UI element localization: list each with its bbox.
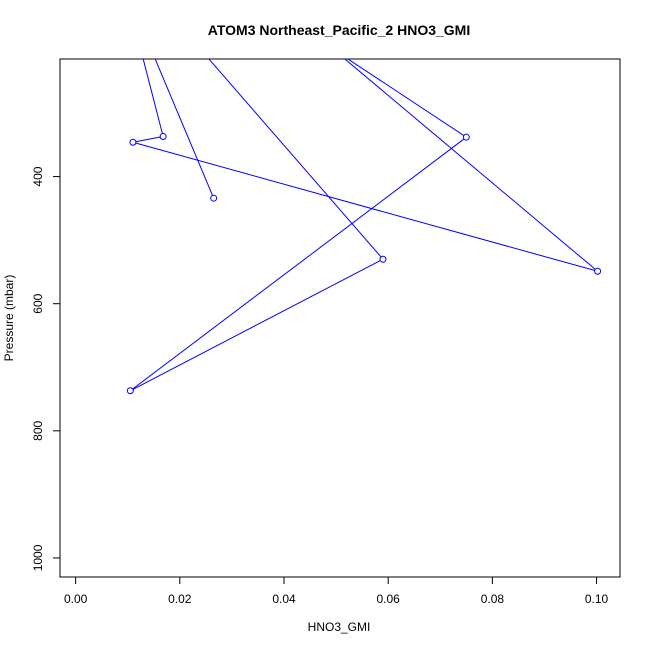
x-tick-label: 0.00: [64, 592, 88, 606]
series-markers: [126, 133, 602, 395]
data-point: [210, 194, 218, 202]
series-segment: [130, 136, 467, 392]
series-line: [130, 59, 598, 392]
y-axis: 400 600 800 1000: [31, 166, 61, 571]
x-tick-label: 0.10: [585, 592, 609, 606]
series-segment: [132, 141, 598, 272]
data-point: [126, 387, 134, 395]
x-tick-label: 0.04: [272, 592, 296, 606]
y-axis-label: Pressure (mbar): [2, 275, 16, 362]
x-axis: 0.00 0.02 0.04 0.06 0.08 0.10: [64, 576, 609, 606]
data-point: [594, 267, 602, 275]
data-point: [379, 255, 387, 263]
y-tick-label: 400: [31, 166, 45, 186]
series-segment: [142, 59, 164, 137]
data-point: [129, 138, 137, 146]
x-tick-label: 0.02: [168, 592, 192, 606]
x-tick-label: 0.06: [377, 592, 401, 606]
series-segment: [344, 59, 598, 272]
y-tick-label: 1000: [31, 544, 45, 571]
series-segment: [208, 59, 384, 260]
y-tick-label: 800: [31, 420, 45, 440]
y-tick-label: 600: [31, 293, 45, 313]
x-axis-label: HNO3_GMI: [308, 620, 371, 634]
x-tick-label: 0.08: [481, 592, 505, 606]
series-segment: [130, 258, 384, 392]
data-point: [462, 133, 470, 141]
series-segment: [347, 59, 467, 138]
plot-frame: [59, 58, 621, 578]
series-segment: [132, 136, 164, 143]
data-point: [159, 133, 167, 141]
chart-title: ATOM3 Northeast_Pacific_2 HNO3_GMI: [208, 22, 470, 38]
series-segment: [154, 59, 215, 199]
